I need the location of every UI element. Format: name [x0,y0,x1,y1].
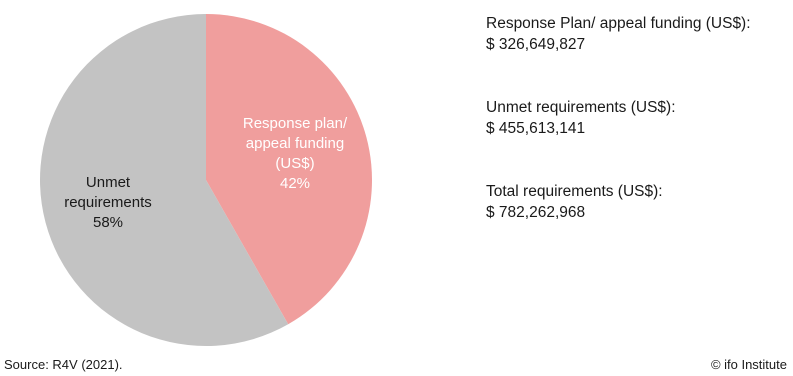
slice-label-line: (US$) [275,155,314,172]
slice-label-line: appeal funding [246,135,344,152]
slice-label-line: Unmet [86,174,131,191]
total-label: Total requirements (US$): [486,183,663,200]
info-block-unmet: Unmet requirements (US$): $ 455,613,141 [486,97,786,139]
funding-label: Response Plan/ appeal funding (US$): [486,15,751,32]
pie-slice-funding [206,14,372,325]
source-note: Source: R4V (2021). [4,357,123,372]
info-panel: Response Plan/ appeal funding (US$): $ 3… [486,13,786,265]
slice-label-line: Response plan/ [243,115,348,132]
unmet-value: $ 455,613,141 [486,120,586,137]
info-block-funding: Response Plan/ appeal funding (US$): $ 3… [486,13,786,55]
pie-slices [39,14,372,346]
slice-percent-label: 58% [93,214,123,231]
slice-label-line: requirements [64,194,152,211]
pie-slice-unmet [39,14,289,346]
total-value: $ 782,262,968 [486,204,586,221]
pie-labels: Response plan/appeal funding (US$) 42% Unme… [64,115,348,231]
slice-percent-label: 42% [280,175,310,192]
funding-value: $ 326,649,827 [486,36,586,53]
slice-label-funding: Response plan/appeal funding (US$) 42% [243,115,348,192]
unmet-label: Unmet requirements (US$): [486,99,676,116]
slice-label-unmet: Unmet requirements 58% [64,174,152,231]
info-block-total: Total requirements (US$): $ 782,262,968 [486,181,786,223]
credit-note: © ifo Institute [710,357,787,372]
